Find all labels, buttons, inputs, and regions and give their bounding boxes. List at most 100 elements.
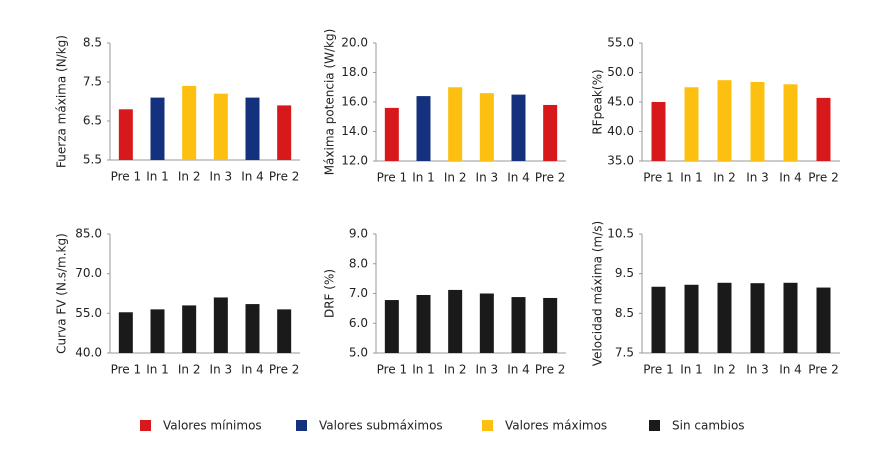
bar xyxy=(543,104,558,161)
y-tick-label: 8.0 xyxy=(349,256,368,270)
y-tick-label: 16.0 xyxy=(341,95,368,109)
y-tick-label: 70.0 xyxy=(75,266,102,280)
bar xyxy=(150,97,165,160)
bar xyxy=(783,84,798,161)
x-tick-label: Pre 2 xyxy=(808,363,839,377)
bar xyxy=(511,94,526,161)
x-tick-label: Pre 1 xyxy=(643,171,674,185)
y-tick-label: 6.0 xyxy=(349,316,368,330)
x-tick-label: In 1 xyxy=(680,171,703,185)
legend-label: Valores máximos xyxy=(505,419,607,433)
x-tick-label: In 4 xyxy=(779,363,802,377)
legend-swatch xyxy=(140,420,151,431)
x-tick-label: In 4 xyxy=(779,171,802,185)
x-tick-label: Pre 1 xyxy=(111,170,142,184)
y-tick-label: 55.0 xyxy=(75,306,102,320)
y-tick-label: 8.5 xyxy=(83,36,102,50)
bar xyxy=(277,105,292,160)
x-tick-label: In 3 xyxy=(746,363,769,377)
y-tick-label: 18.0 xyxy=(341,65,368,79)
y-axis-title: DRF (%) xyxy=(323,269,337,318)
x-tick-label: Pre 2 xyxy=(269,363,300,377)
x-tick-label: In 2 xyxy=(713,171,736,185)
y-axis-title: Fuerza máxima (N/kg) xyxy=(55,35,69,168)
bar xyxy=(118,109,133,160)
bar xyxy=(245,304,260,353)
y-axis-title: Curva FV (N.s/m.kg) xyxy=(55,233,69,354)
x-tick-label: In 1 xyxy=(412,171,435,185)
y-tick-label: 40.0 xyxy=(75,346,102,360)
bar xyxy=(277,309,292,353)
bar xyxy=(416,294,431,353)
x-tick-label: In 1 xyxy=(146,363,169,377)
y-tick-label: 55.0 xyxy=(607,36,634,50)
x-tick-label: Pre 2 xyxy=(535,363,566,377)
x-tick-label: In 3 xyxy=(476,363,499,377)
bar xyxy=(511,297,526,353)
y-tick-label: 9.0 xyxy=(349,227,368,241)
legend-swatch xyxy=(296,420,307,431)
x-tick-label: In 3 xyxy=(210,170,233,184)
y-tick-label: 20.0 xyxy=(341,36,368,50)
y-tick-label: 5.0 xyxy=(349,346,368,360)
x-tick-label: In 2 xyxy=(444,363,467,377)
bar xyxy=(717,80,732,161)
legend-swatch xyxy=(649,420,660,431)
x-tick-label: In 3 xyxy=(210,363,233,377)
bar xyxy=(684,87,699,161)
x-tick-label: In 4 xyxy=(241,363,264,377)
x-tick-label: Pre 2 xyxy=(808,171,839,185)
bar xyxy=(416,96,431,161)
x-tick-label: Pre 1 xyxy=(111,363,142,377)
bar xyxy=(384,300,399,353)
y-tick-label: 7.5 xyxy=(83,75,102,89)
bar xyxy=(717,282,732,353)
x-tick-label: In 2 xyxy=(713,363,736,377)
x-tick-label: In 1 xyxy=(146,170,169,184)
y-tick-label: 7.0 xyxy=(349,286,368,300)
x-tick-label: In 4 xyxy=(507,363,530,377)
bar xyxy=(750,81,765,161)
bar xyxy=(182,85,197,160)
bar xyxy=(448,87,463,161)
x-tick-label: Pre 2 xyxy=(269,170,300,184)
legend-label: Sin cambios xyxy=(672,419,745,433)
bar xyxy=(384,107,399,161)
bar xyxy=(543,297,558,353)
x-tick-label: Pre 1 xyxy=(643,363,674,377)
y-tick-label: 45.0 xyxy=(607,95,634,109)
y-tick-label: 7.5 xyxy=(615,346,634,360)
x-tick-label: Pre 1 xyxy=(377,363,408,377)
y-axis-title: RFpeak(%) xyxy=(591,69,605,134)
y-tick-label: 9.5 xyxy=(615,266,634,280)
bar xyxy=(118,312,133,353)
legend-swatch xyxy=(482,420,493,431)
legend-label: Valores submáximos xyxy=(319,419,443,433)
y-axis-title: Máxima potencia (W/kg) xyxy=(323,29,337,176)
y-tick-label: 50.0 xyxy=(607,65,634,79)
x-tick-label: In 3 xyxy=(746,171,769,185)
x-tick-label: In 2 xyxy=(178,170,201,184)
x-tick-label: In 1 xyxy=(680,363,703,377)
x-tick-label: In 2 xyxy=(444,171,467,185)
x-tick-label: In 3 xyxy=(476,171,499,185)
bar xyxy=(213,297,228,353)
bar xyxy=(213,93,228,160)
y-tick-label: 35.0 xyxy=(607,154,634,168)
y-tick-label: 5.5 xyxy=(83,153,102,167)
y-tick-label: 8.5 xyxy=(615,306,634,320)
bar xyxy=(816,287,831,353)
y-tick-label: 12.0 xyxy=(341,154,368,168)
y-tick-label: 40.0 xyxy=(607,124,634,138)
y-tick-label: 14.0 xyxy=(341,124,368,138)
x-tick-label: Pre 1 xyxy=(377,171,408,185)
y-tick-label: 85.0 xyxy=(75,227,102,241)
bar xyxy=(750,283,765,353)
bar xyxy=(684,284,699,353)
y-tick-label: 6.5 xyxy=(83,114,102,128)
x-tick-label: Pre 2 xyxy=(535,171,566,185)
bar xyxy=(783,282,798,353)
bar xyxy=(651,286,666,353)
bar xyxy=(182,305,197,353)
